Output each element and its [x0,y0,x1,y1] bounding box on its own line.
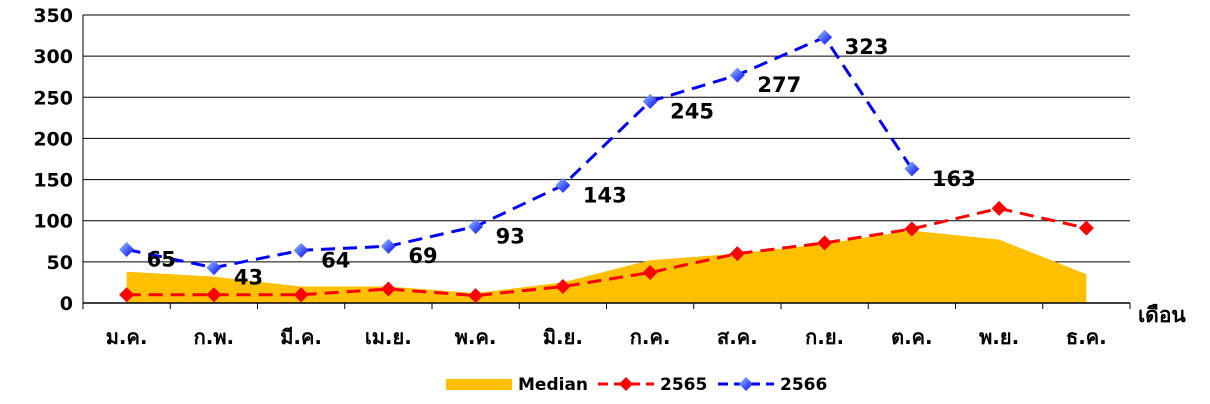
x-tick-label: พ.ย. [979,325,1019,349]
y-tick-label: 0 [60,293,73,315]
series-2566-data-label: 323 [845,35,889,59]
y-tick-label: 100 [33,211,73,233]
series-2566-point [817,29,833,45]
y-tick-label: 50 [47,252,73,274]
series-2565-point [380,281,396,297]
series-2566-data-label: 65 [147,248,176,272]
series-2566-point [119,242,135,258]
series-2565-point [904,221,920,237]
series-2566-data-label: 43 [234,266,263,290]
series-2566-data-label: 69 [408,244,437,268]
y-tick-label: 250 [33,87,73,109]
series-2566-point [729,67,745,83]
data-labels: 65 43 64 69 93 143 245 277 323 163 [147,35,976,289]
x-axis-title: เดือน [1138,303,1186,327]
series-2566-point [642,93,658,109]
x-tick-label: พ.ค. [455,325,497,349]
y-axis-ticks: 0 50 100 150 200 250 300 350 [33,5,73,315]
series-2566-line [126,35,914,270]
x-tick-label: ต.ค. [891,325,933,349]
series-2565-point [468,288,484,304]
series-2566-point [206,260,222,276]
x-tick-label: มี.ค. [280,325,322,349]
series-2566-point [555,177,571,193]
series-2565-point [119,287,135,303]
y-tick-label: 200 [33,128,73,150]
x-tick-label: เม.ย. [365,325,412,349]
series-2565-point [293,287,309,303]
series-2566-point [468,218,484,234]
series-2566-point [380,238,396,254]
y-tick-label: 150 [33,170,73,192]
median-area-layer [126,230,1087,303]
series-2565-point [1078,220,1094,236]
series-2566-point [293,242,309,258]
median-area [126,230,1087,303]
legend-marker-2566 [739,377,753,391]
series-2566-data-label: 277 [757,73,801,97]
legend-label-2566: 2566 [780,375,827,395]
grid-lines [82,14,1130,304]
series-2566-point [904,161,920,177]
series-2565-point [555,279,571,295]
legend-label-2565: 2565 [660,375,707,395]
x-tick-label: มิ.ย. [543,325,583,349]
x-tick-label: ก.ค. [630,325,671,349]
series-2565-point [991,200,1007,216]
series-2566-data-label: 93 [496,224,525,248]
legend-swatch-Median [446,379,512,390]
series-2566-data-label: 245 [670,99,714,123]
series-2565-line [126,206,1087,298]
series-2566-data-label: 143 [583,183,627,207]
series-2566-data-label: 163 [932,167,976,191]
x-tick-label: ม.ค. [106,325,148,349]
legend-label-Median: Median [518,375,588,395]
series-2565-point [729,246,745,262]
x-axis: ม.ค. ก.พ. มี.ค. เม.ย. พ.ค. มิ.ย. ก.ค. ส.ค. ก.ย. ต… [82,302,1131,349]
series-2566-data-label: 64 [321,248,350,272]
series-2565-point [642,265,658,281]
x-tick-label: ก.ย. [805,325,844,349]
y-tick-label: 300 [33,46,73,68]
series-2565-point [206,287,222,303]
y-tick-label: 350 [33,5,73,27]
legend: Median 2565 2566 [446,375,827,395]
x-tick-label: ก.พ. [194,325,235,349]
x-tick-label: ธ.ค. [1066,325,1107,349]
series-lines [119,29,1094,304]
series-2565-point [817,235,833,251]
x-tick-label: ส.ค. [717,325,758,349]
legend-marker-2565 [619,377,633,391]
